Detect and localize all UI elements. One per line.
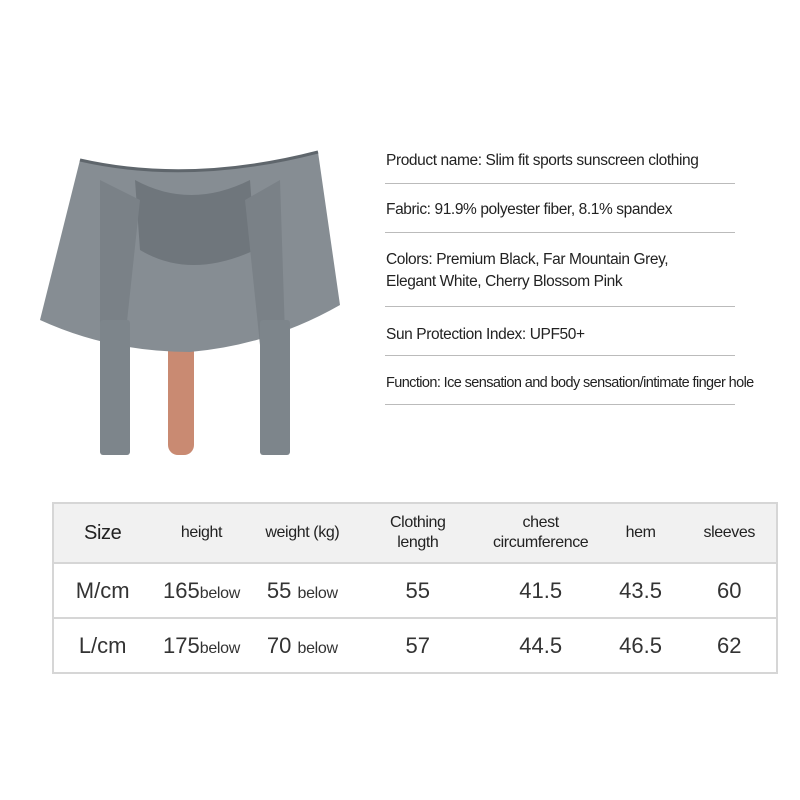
table-header: Size height weight (kg) Clothing length … bbox=[53, 503, 777, 563]
cell-height: 165below bbox=[151, 562, 252, 618]
cell-size: L/cm bbox=[53, 617, 152, 673]
header-sleeves: sleeves bbox=[703, 524, 755, 541]
product-photo bbox=[40, 150, 340, 455]
divider bbox=[385, 306, 735, 307]
cell-length: 57 bbox=[352, 617, 483, 673]
table-row: M/cm 165below 55 below 55 41.5 43.5 60 bbox=[53, 562, 777, 618]
cell-weight: 55 below bbox=[251, 562, 353, 618]
cell-chest: 44.5 bbox=[482, 617, 599, 673]
cell-hem: 43.5 bbox=[598, 562, 683, 618]
divider bbox=[385, 355, 735, 356]
size-table: Size height weight (kg) Clothing length … bbox=[52, 502, 778, 674]
cell-sleeves: 62 bbox=[682, 617, 777, 673]
header-length: Clothing length bbox=[390, 514, 446, 551]
hand-arm bbox=[168, 340, 194, 455]
header-height: height bbox=[180, 524, 223, 541]
divider bbox=[385, 183, 735, 184]
header-hem: hem bbox=[625, 524, 656, 541]
divider bbox=[385, 232, 735, 233]
cell-weight: 70 below bbox=[251, 617, 353, 673]
left-sleeve bbox=[100, 320, 130, 455]
spec-colors-1: Colors: Premium Black, Far Mountain Grey… bbox=[386, 251, 669, 268]
spec-colors-2: Elegant White, Cherry Blossom Pink bbox=[386, 273, 623, 290]
spec-fabric: Fabric: 91.9% polyester fiber, 8.1% span… bbox=[386, 201, 673, 218]
header-chest: chest circumference bbox=[493, 514, 589, 551]
divider bbox=[385, 404, 735, 405]
spec-sun-protection: Sun Protection Index: UPF50+ bbox=[386, 326, 585, 343]
right-sleeve bbox=[260, 320, 290, 455]
cell-sleeves: 60 bbox=[682, 562, 777, 618]
header-size: Size bbox=[84, 522, 122, 544]
header-weight: weight (kg) bbox=[265, 524, 340, 541]
spec-function: Function: Ice sensation and body sensati… bbox=[386, 375, 754, 391]
table-row: L/cm 175below 70 below 57 44.5 46.5 62 bbox=[53, 617, 777, 673]
spec-product-name: Product name: Slim fit sports sunscreen … bbox=[386, 152, 699, 169]
cell-height: 175below bbox=[151, 617, 252, 673]
garment-inner bbox=[135, 180, 255, 265]
cell-chest: 41.5 bbox=[482, 562, 599, 618]
cell-length: 55 bbox=[352, 562, 483, 618]
cell-size: M/cm bbox=[53, 562, 152, 618]
cell-hem: 46.5 bbox=[598, 617, 683, 673]
